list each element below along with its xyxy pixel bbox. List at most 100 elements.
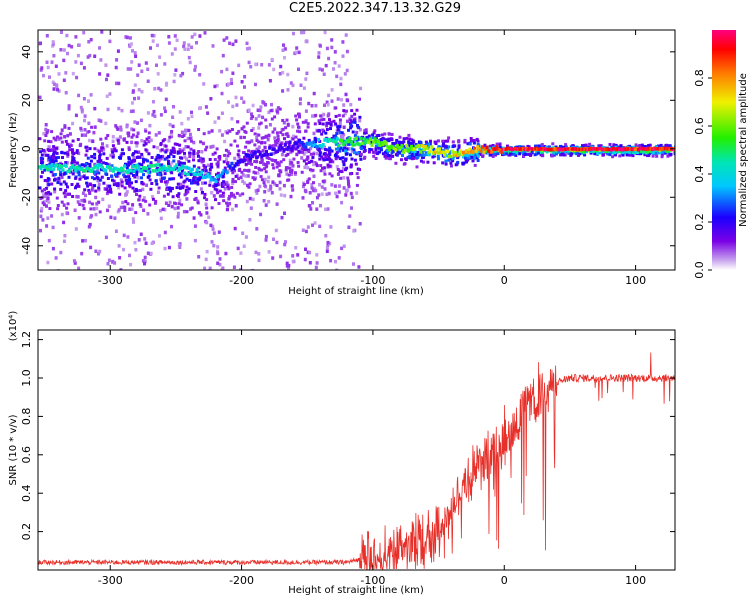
- spectrogram-ridge-cell: [334, 140, 338, 144]
- spectrogram-cell: [543, 145, 546, 148]
- spectrogram-noise-cell: [59, 250, 63, 255]
- spectrogram-cell: [333, 153, 337, 157]
- spectrogram-cell: [628, 153, 632, 157]
- spectrogram-cell: [216, 171, 220, 175]
- spectrogram-cell: [329, 120, 333, 124]
- spectrogram-noise-cell: [239, 175, 243, 180]
- spectrogram-noise-cell: [322, 112, 326, 117]
- spectrogram-cell: [106, 134, 110, 137]
- spectrogram-cell: [287, 143, 291, 147]
- spectrogram-noise-cell: [92, 130, 96, 135]
- spectrogram-cell: [223, 166, 227, 170]
- spectrogram-noise-cell: [145, 183, 149, 187]
- spectrogram-cell: [112, 183, 116, 187]
- spectrogram-noise-cell: [281, 70, 285, 75]
- spectrogram-cell: [336, 155, 340, 159]
- spectrogram-noise-cell: [168, 122, 172, 127]
- spectrogram-noise-cell: [104, 63, 108, 67]
- spectrogram-noise-cell: [350, 149, 354, 153]
- spectrogram-cell: [265, 163, 269, 167]
- spectrogram-noise-cell: [88, 222, 92, 227]
- spectrogram-ridge-cell: [526, 148, 530, 152]
- spectrogram-noise-cell: [233, 156, 237, 161]
- spectrogram-ridge-cell: [47, 164, 51, 168]
- spectrogram-ridge-cell: [564, 147, 568, 151]
- spectrogram-ridge-cell: [287, 146, 290, 150]
- spectrogram-cell: [61, 156, 64, 159]
- spectrogram-cell: [180, 149, 184, 153]
- y-tick-label: 0.4: [20, 484, 33, 502]
- spectrogram-cell: [190, 206, 194, 210]
- spectrogram-cell: [127, 131, 131, 135]
- spectrogram-ridge-cell: [638, 146, 642, 151]
- spectrogram-cell: [416, 155, 420, 159]
- spectrogram-cell: [259, 175, 263, 179]
- spectrogram-cell: [218, 189, 222, 193]
- spectrogram-cell: [348, 153, 352, 157]
- spectrogram-noise-cell: [84, 133, 88, 137]
- spectrogram-cell: [264, 134, 268, 138]
- spectrogram-noise-cell: [242, 100, 246, 104]
- spectrogram-ridge-cell: [50, 163, 54, 167]
- spectrogram-cell: [353, 112, 357, 116]
- spectrogram-noise-cell: [358, 118, 362, 123]
- spectrogram-noise-cell: [202, 82, 206, 86]
- spectrogram-noise-cell: [211, 227, 215, 231]
- spectrogram-cell: [390, 133, 394, 136]
- spectrogram-ridge-cell: [597, 147, 601, 151]
- spectrogram-cell: [302, 159, 306, 163]
- spectrogram-noise-cell: [177, 243, 181, 247]
- spectrogram-noise-cell: [263, 190, 267, 194]
- colorbar-gradient: [712, 30, 736, 270]
- spectrogram-cell: [270, 117, 274, 121]
- spectrogram-cell: [257, 166, 261, 170]
- spectrogram-noise-cell: [230, 81, 234, 86]
- spectrogram-cell: [353, 120, 357, 124]
- spectrogram-cell: [380, 148, 383, 152]
- spectrogram-cell: [226, 154, 230, 158]
- spectrogram-cell: [247, 149, 251, 153]
- spectrogram-cell: [218, 157, 222, 161]
- spectrogram-noise-cell: [149, 138, 153, 142]
- spectrogram-cell: [525, 152, 529, 156]
- spectrogram-cell: [120, 148, 124, 152]
- spectrogram-noise-cell: [140, 90, 144, 94]
- spectrogram-cell: [309, 168, 312, 172]
- spectrogram-noise-cell: [137, 63, 141, 67]
- spectrogram-cell: [135, 193, 138, 196]
- spectrogram-cell: [444, 162, 448, 166]
- spectrogram-noise-cell: [46, 129, 50, 133]
- spectrogram-cell: [407, 133, 411, 137]
- spectrogram-cell: [314, 113, 318, 117]
- spectrogram-noise-cell: [325, 192, 329, 197]
- spectrogram-cell: [243, 155, 247, 159]
- spectrogram-cell: [141, 198, 145, 202]
- spectrogram-noise-cell: [87, 121, 91, 126]
- spectrogram-cell: [260, 136, 264, 140]
- spectrogram-noise-cell: [210, 240, 214, 244]
- spectrogram-noise-cell: [140, 155, 144, 159]
- spectrogram-noise-cell: [185, 157, 189, 161]
- spectrogram-noise-cell: [157, 158, 161, 163]
- spectrogram-cell: [183, 151, 186, 155]
- spectrogram-cell: [281, 119, 285, 122]
- y-tick-label: 0.8: [20, 408, 33, 426]
- x-tick-label: -300: [98, 574, 123, 587]
- spectrogram-cell: [231, 171, 235, 175]
- spectrogram-noise-cell: [51, 42, 55, 46]
- spectrogram-cell: [401, 154, 404, 157]
- spectrogram-noise-cell: [96, 178, 100, 183]
- spectrogram-noise-cell: [275, 240, 279, 245]
- spectrogram-cell: [329, 123, 333, 127]
- spectrogram-cell: [307, 138, 311, 142]
- spectrogram-cell: [116, 171, 120, 175]
- spectrogram-cell: [296, 161, 300, 164]
- spectrogram-noise-cell: [210, 129, 214, 133]
- spectrogram-ridge-cell: [392, 146, 396, 151]
- spectrogram-cell: [643, 153, 647, 157]
- spectrogram-cell: [248, 182, 252, 186]
- spectrogram-noise-cell: [105, 144, 109, 148]
- spectrogram-ridge-cell: [406, 149, 410, 153]
- spectrogram-noise-cell: [320, 185, 324, 189]
- spectrogram-ridge-cell: [624, 147, 628, 152]
